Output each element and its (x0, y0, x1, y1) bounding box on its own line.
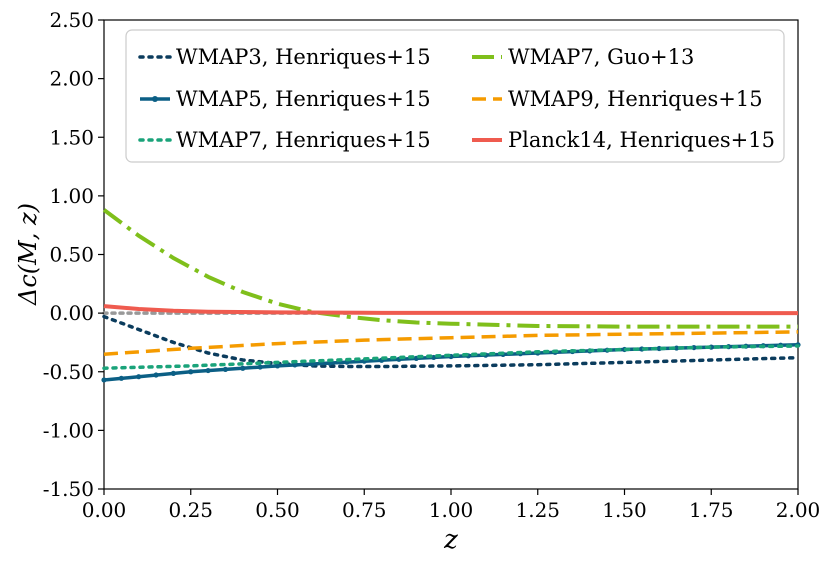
series-marker (188, 369, 194, 375)
series-line-5 (103, 304, 799, 316)
series-marker (170, 370, 176, 376)
y-tick-label: 0.50 (49, 243, 94, 267)
legend-frame (125, 29, 785, 163)
legend-label: WMAP7, Henriques+15 (176, 128, 431, 152)
legend-label: WMAP5, Henriques+15 (176, 87, 431, 111)
series-marker (153, 372, 159, 378)
legend: WMAP3, Henriques+15 WMAP5, Henriques+15 WM… (125, 29, 785, 163)
y-tick-label: 2.50 (49, 8, 94, 32)
y-tick-label: -1.00 (43, 418, 94, 442)
series-marker (222, 366, 229, 373)
series-layer (101, 208, 801, 383)
x-axis-label: z (443, 525, 458, 555)
y-tick-label: 1.00 (49, 184, 94, 208)
ticks-layer: 0.00 0.25 0.50 0.75 1.00 1.25 1.50 1.75 2.00 -1.5… (43, 8, 821, 522)
x-tick-label: 0.50 (255, 498, 300, 522)
series-line-3 (102, 208, 798, 329)
series-marker (118, 375, 124, 381)
series-marker (136, 374, 142, 380)
y-tick-label: -0.50 (43, 360, 94, 384)
x-tick-label: 1.00 (429, 498, 474, 522)
series-marker (274, 363, 281, 369)
series-marker (205, 367, 211, 374)
legend-label: WMAP9, Henriques+15 (508, 87, 763, 111)
legend-label: WMAP7, Guo+13 (508, 45, 694, 69)
series-marker (240, 365, 246, 371)
series-marker (257, 364, 263, 370)
series-marker (101, 377, 107, 383)
series-marker (292, 362, 298, 368)
legend-label: Planck14, Henriques+15 (508, 128, 775, 152)
series-marker (673, 345, 680, 351)
series-line-2 (102, 344, 800, 370)
x-tick-label: 0.00 (82, 498, 127, 522)
x-tick-label: 1.50 (602, 498, 647, 522)
y-tick-label: -1.50 (43, 477, 94, 501)
y-tick-label: 0.00 (49, 301, 94, 325)
y-axis-label: Δc(M, z) (14, 203, 42, 306)
y-tick-label: 1.50 (49, 125, 94, 149)
x-tick-label: 0.25 (168, 498, 213, 522)
y-tick-label: 2.00 (49, 67, 94, 91)
x-tick-label: 1.25 (515, 498, 560, 522)
legend-label: WMAP3, Henriques+15 (176, 45, 431, 69)
x-tick-label: 0.75 (342, 498, 387, 522)
series-line-0 (102, 314, 800, 369)
series-line-4 (103, 330, 799, 356)
x-tick-label: 1.75 (689, 498, 734, 522)
x-tick-label: 2.00 (776, 498, 821, 522)
legend-swatch-marker (152, 96, 158, 102)
